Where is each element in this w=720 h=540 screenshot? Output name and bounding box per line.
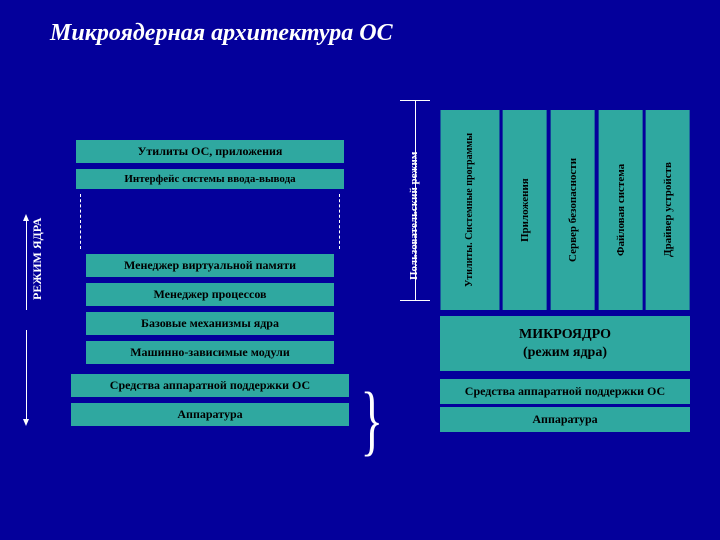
page-title: Микроядерная архитектура ОС xyxy=(50,20,393,47)
block-hw-support-right: Средства аппаратной поддержки ОС xyxy=(440,379,690,404)
block-hardware: Аппаратура xyxy=(70,402,350,427)
microkernel-diagram: Утилиты. Системные программы Приложения … xyxy=(440,110,690,435)
server-driver: Драйвер устройств xyxy=(646,110,690,310)
server-security: Сервер безопасности xyxy=(551,110,595,310)
block-hw-support: Средства аппаратной поддержки ОС xyxy=(70,373,350,398)
block-machine-dependent: Машинно-зависимые модули xyxy=(85,340,335,365)
kernel-mode-label: РЕЖИМ ЯДРА xyxy=(30,218,45,300)
block-io-interface: Интерфейс системы ввода-вывода xyxy=(75,168,345,190)
microkernel-line2: (режим ядра) xyxy=(523,345,607,360)
server-bars: Утилиты. Системные программы Приложения … xyxy=(440,110,690,310)
block-process-manager: Менеджер процессов xyxy=(85,282,335,307)
server-filesystem: Файловая система xyxy=(599,110,643,310)
arrow-down-icon xyxy=(26,330,27,420)
block-base-mechanisms: Базовые механизмы ядра xyxy=(85,311,335,336)
block-microkernel: МИКРОЯДРО (режим ядра) xyxy=(440,316,690,371)
user-mode-label: Пользовательский режим xyxy=(408,152,420,280)
microkernel-line1: МИКРОЯДРО xyxy=(519,327,611,342)
block-utilities: Утилиты ОС, приложения xyxy=(75,139,345,164)
monolithic-diagram: Утилиты ОС, приложения Интерфейс системы… xyxy=(70,135,350,431)
mode-gap xyxy=(70,194,350,249)
server-utilities: Утилиты. Системные программы xyxy=(440,110,499,310)
brace-icon: } xyxy=(360,381,382,459)
block-vm-manager: Менеджер виртуальной памяти xyxy=(85,253,335,278)
block-hardware-right: Аппаратура xyxy=(440,407,690,432)
arrow-up-icon xyxy=(26,220,27,310)
dashed-line-icon xyxy=(80,194,81,249)
server-apps: Приложения xyxy=(503,110,547,310)
separator-line-icon xyxy=(400,300,430,301)
dashed-line-icon xyxy=(339,194,340,249)
